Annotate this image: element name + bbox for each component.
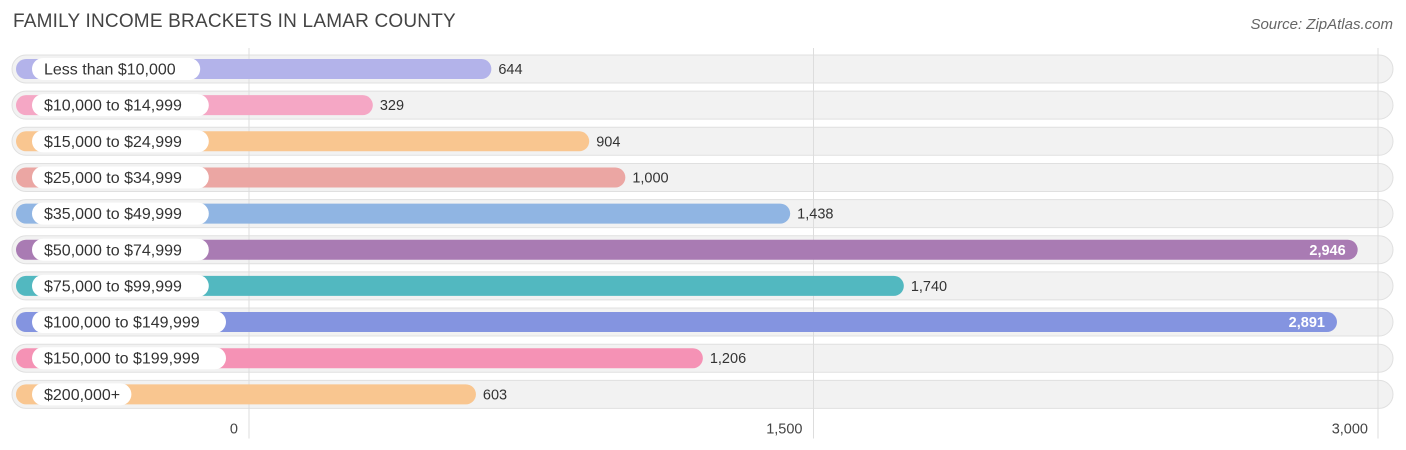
- value-label: 329: [380, 98, 404, 114]
- value-label: 1,000: [632, 170, 668, 186]
- category-label: $75,000 to $99,999: [44, 278, 182, 295]
- value-label: 2,946: [1309, 243, 1345, 259]
- bar: [16, 239, 1358, 260]
- category-label: $50,000 to $74,999: [44, 242, 182, 259]
- value-label: 1,438: [797, 207, 833, 223]
- category-label-pill: [32, 238, 209, 261]
- category-label-pill: [32, 347, 226, 370]
- chart-title: FAMILY INCOME BRACKETS IN LAMAR COUNTY: [13, 11, 456, 32]
- chart-source: Source: ZipAtlas.com: [1250, 16, 1393, 33]
- category-label-pill: [32, 274, 209, 297]
- value-label: 644: [498, 62, 522, 78]
- category-label-pill: [32, 383, 132, 406]
- category-label: Less than $10,000: [44, 62, 176, 79]
- x-tick-label: 3,000: [1332, 422, 1368, 438]
- value-label: 904: [596, 134, 620, 150]
- category-label-pill: [32, 94, 209, 117]
- category-label: $35,000 to $49,999: [44, 206, 182, 223]
- value-label: 1,740: [911, 279, 947, 295]
- category-label: $15,000 to $24,999: [44, 134, 182, 151]
- bar: [16, 275, 904, 296]
- category-label: $100,000 to $149,999: [44, 315, 200, 332]
- category-label-pill: [32, 166, 209, 189]
- category-label: $200,000+: [44, 387, 120, 404]
- value-label: 603: [483, 387, 507, 403]
- category-label-pill: [32, 58, 201, 80]
- category-label: $10,000 to $14,999: [44, 98, 182, 115]
- category-label: $150,000 to $199,999: [44, 351, 200, 368]
- value-label: 2,891: [1289, 315, 1325, 331]
- category-label-pill: [32, 311, 226, 334]
- category-label-pill: [32, 130, 209, 153]
- x-tick-label: 0: [230, 422, 238, 438]
- x-tick-label: 1,500: [766, 422, 802, 438]
- category-label-pill: [32, 202, 209, 225]
- bar: [16, 384, 476, 405]
- bar: [16, 203, 791, 224]
- category-label: $25,000 to $34,999: [44, 170, 182, 187]
- value-label: 1,206: [710, 351, 746, 367]
- bar: [16, 312, 1337, 333]
